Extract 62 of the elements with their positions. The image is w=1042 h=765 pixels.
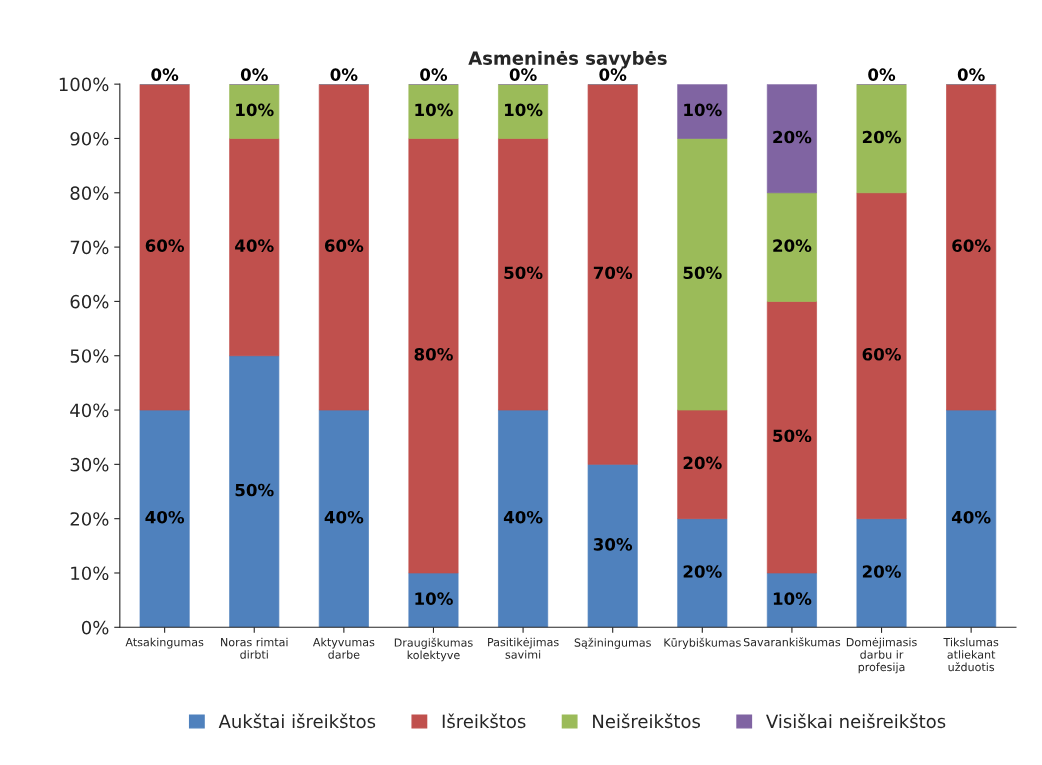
data-label: 0% bbox=[151, 68, 179, 81]
y-tick-label: 70% bbox=[70, 240, 109, 255]
y-tick-label: 100% bbox=[59, 77, 109, 92]
data-label: 10% bbox=[505, 103, 543, 117]
data-label: 60% bbox=[862, 347, 901, 361]
y-tick-label: 60% bbox=[70, 294, 109, 309]
chart-title: Asmeninės savybės bbox=[468, 50, 667, 69]
data-label: 20% bbox=[683, 565, 722, 578]
legend-label: Visiškai neišreikštos bbox=[766, 713, 946, 729]
y-tick-label: 50% bbox=[70, 349, 109, 363]
data-label: 0% bbox=[420, 68, 448, 81]
data-label: 60% bbox=[145, 239, 185, 252]
data-label: 60% bbox=[952, 239, 991, 252]
data-label: 20% bbox=[683, 456, 722, 470]
data-label: 0% bbox=[957, 68, 985, 81]
x-tick-label: Savarankiškumas bbox=[743, 637, 841, 647]
data-label: 0% bbox=[509, 68, 537, 81]
x-tick-label: Pasitikėjimas savimi bbox=[488, 637, 559, 659]
data-label: 20% bbox=[773, 130, 812, 144]
data-label: 50% bbox=[504, 266, 543, 280]
legend-label: Neišreikštos bbox=[593, 713, 700, 729]
data-label: 10% bbox=[684, 103, 722, 117]
data-label: 50% bbox=[683, 266, 722, 280]
y-tick-label: 30% bbox=[70, 457, 109, 472]
data-label: 0% bbox=[868, 68, 896, 81]
data-label: 40% bbox=[235, 239, 274, 252]
x-tick-label: Noras rimtai dirbti bbox=[221, 637, 288, 659]
x-tick-label: Kūrybiškumas bbox=[664, 637, 741, 649]
x-tick-label: Draugiškumas kolektyve bbox=[394, 637, 473, 662]
y-tick-label: 90% bbox=[70, 131, 109, 146]
y-tick-label: 10% bbox=[71, 566, 109, 581]
data-label: 40% bbox=[145, 510, 185, 524]
x-tick-label: Tikslumas atliekant užduotis bbox=[943, 637, 999, 672]
data-label: 20% bbox=[773, 239, 812, 252]
data-label: 0% bbox=[599, 68, 627, 81]
data-label: 50% bbox=[235, 483, 274, 497]
data-label: 30% bbox=[593, 538, 633, 551]
x-tick-label: Domėjimasis darbu ir profesija bbox=[846, 637, 917, 674]
data-label: 40% bbox=[503, 510, 543, 524]
x-tick-label: Atsakingumas bbox=[125, 637, 204, 649]
data-label: 10% bbox=[236, 103, 274, 117]
legend-label: Aukštai išreikštos bbox=[218, 713, 376, 729]
y-tick-label: 80% bbox=[70, 186, 109, 200]
data-label: 70% bbox=[593, 266, 633, 280]
y-tick-label: 20% bbox=[70, 512, 109, 526]
legend-label: Išreikštos bbox=[442, 713, 526, 729]
data-label: 10% bbox=[415, 592, 453, 605]
data-label: 20% bbox=[862, 130, 901, 144]
data-label: 0% bbox=[330, 68, 358, 81]
data-label: 10% bbox=[773, 592, 812, 605]
data-label: 40% bbox=[951, 510, 991, 524]
data-label: 20% bbox=[862, 565, 901, 578]
x-tick-label: Sąžiningumas bbox=[574, 637, 651, 649]
data-label: 10% bbox=[415, 103, 453, 117]
data-label: 60% bbox=[324, 239, 364, 252]
data-label: 50% bbox=[773, 429, 812, 443]
data-label: 80% bbox=[414, 347, 453, 361]
data-label: 40% bbox=[324, 510, 364, 524]
x-tick-label: Aktyvumas darbe bbox=[312, 637, 375, 659]
y-tick-label: 40% bbox=[70, 403, 109, 418]
y-tick-label: 0% bbox=[81, 620, 109, 635]
data-label: 0% bbox=[240, 68, 268, 81]
